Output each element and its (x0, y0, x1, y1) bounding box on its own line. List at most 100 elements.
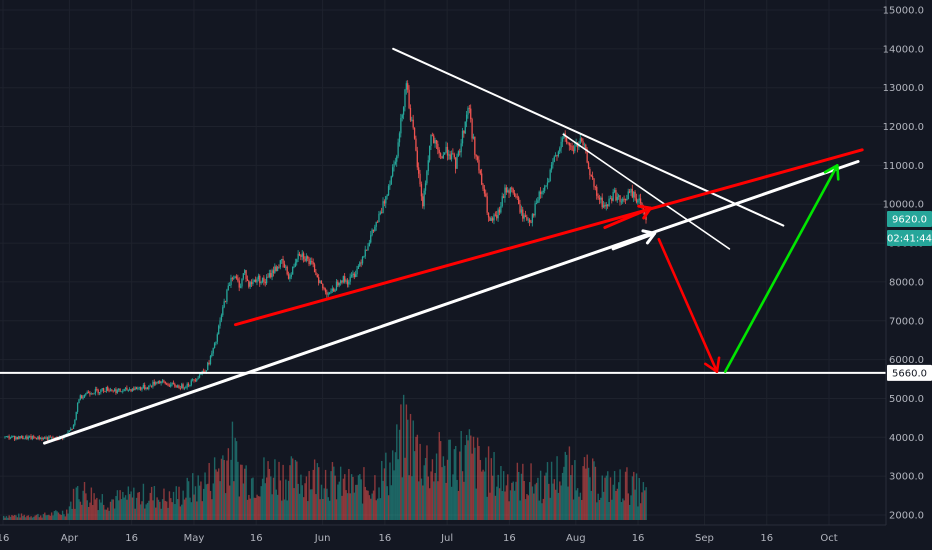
volume-bar (349, 493, 351, 520)
candle-body (281, 258, 283, 261)
candle-body (19, 436, 21, 439)
volume-bar (53, 511, 56, 520)
volume-bar (268, 468, 271, 520)
candle-body (13, 435, 16, 440)
volume-bar (318, 467, 320, 520)
volume-bar (186, 477, 188, 520)
candle-body (183, 388, 186, 389)
level-price-tag-text: 5660.0 (892, 368, 927, 379)
volume-bar (26, 515, 28, 520)
candle-body (330, 290, 332, 294)
candle-body (37, 436, 39, 440)
volume-bar (287, 480, 290, 520)
volume-bar (78, 499, 80, 520)
candle-body (46, 437, 49, 440)
candle-body (486, 196, 488, 213)
volume-bar (150, 486, 153, 520)
volume-bar (16, 517, 19, 520)
volume-bar (166, 501, 168, 520)
candle-body (593, 178, 595, 187)
candle-body (355, 274, 357, 278)
volume-bar (250, 478, 253, 520)
volume-bar (342, 478, 345, 520)
last-price-tag-text: 9620.0 (892, 214, 927, 225)
volume-bar (561, 472, 564, 520)
candle-body (390, 176, 392, 185)
white-small-arrow[interactable] (611, 231, 657, 251)
volume-bar (633, 471, 635, 520)
candle-body (334, 290, 336, 292)
support-line-white[interactable] (43, 160, 860, 445)
candle-body (278, 266, 280, 268)
volume-bar (344, 474, 346, 520)
volume-bar (133, 487, 135, 520)
volume-bar (430, 471, 432, 520)
candle-body (594, 186, 597, 188)
candle-body (167, 383, 169, 386)
resistance-line-2[interactable] (562, 133, 731, 250)
volume-bar (596, 502, 598, 520)
volume-bar (465, 435, 468, 520)
volume-bar (159, 501, 161, 520)
volume-bar (353, 492, 356, 520)
green-arrow-up[interactable] (723, 164, 839, 373)
volume-bar (56, 511, 58, 520)
candle-body (171, 382, 173, 385)
volume-bar (575, 490, 577, 520)
volume-bar (604, 477, 606, 520)
volume-bar (323, 488, 325, 520)
volume-bar (13, 514, 16, 520)
candle-body (11, 436, 13, 438)
candle-body (129, 389, 131, 391)
red-small-arrow[interactable] (603, 206, 653, 230)
candle-body (498, 209, 501, 213)
volume-bar (97, 510, 99, 520)
candle-body (237, 278, 239, 281)
drawing-annotations[interactable] (0, 47, 886, 445)
volume-bar (320, 484, 323, 520)
volume-bar (527, 495, 530, 520)
volume-bar (41, 517, 43, 520)
volume-bar (144, 508, 146, 520)
volume-bar (422, 485, 424, 520)
support-line-red[interactable] (233, 148, 864, 327)
x-tick-label: Apr (61, 533, 79, 544)
resistance-line-1[interactable] (392, 47, 785, 227)
volume-bar (293, 488, 295, 520)
volume-bar (155, 507, 157, 520)
volume-bar (512, 481, 514, 520)
candle-body (179, 388, 181, 389)
candle-body (293, 266, 295, 268)
candle-body (139, 387, 142, 390)
volume-bar (389, 462, 391, 520)
candle-body (620, 201, 623, 203)
volume-bar (338, 481, 340, 520)
candle-body (392, 167, 394, 177)
candle-body (255, 279, 257, 283)
candle-body (309, 261, 312, 265)
volume-bar (411, 476, 413, 520)
volume-bar (93, 493, 95, 520)
red-arrow-down[interactable] (657, 237, 719, 373)
volume-bar (605, 475, 608, 520)
volume-bar (582, 466, 584, 520)
candle-body (194, 380, 197, 381)
volume-bar (405, 404, 408, 520)
volume-bar (350, 474, 353, 520)
candle-body (87, 392, 90, 394)
candle-body (192, 379, 194, 381)
candle-body (12, 435, 14, 437)
candle-body (361, 256, 364, 264)
candle-body (337, 281, 339, 286)
volume-bar (500, 466, 502, 520)
volume-bar (131, 497, 134, 520)
candle-body (464, 121, 466, 134)
volume-bar (68, 506, 71, 520)
volume-bar (431, 459, 434, 520)
x-tick-label: 16 (503, 533, 516, 544)
candle-body (607, 204, 609, 206)
candle-body (35, 437, 38, 440)
volume-bar (392, 450, 394, 520)
